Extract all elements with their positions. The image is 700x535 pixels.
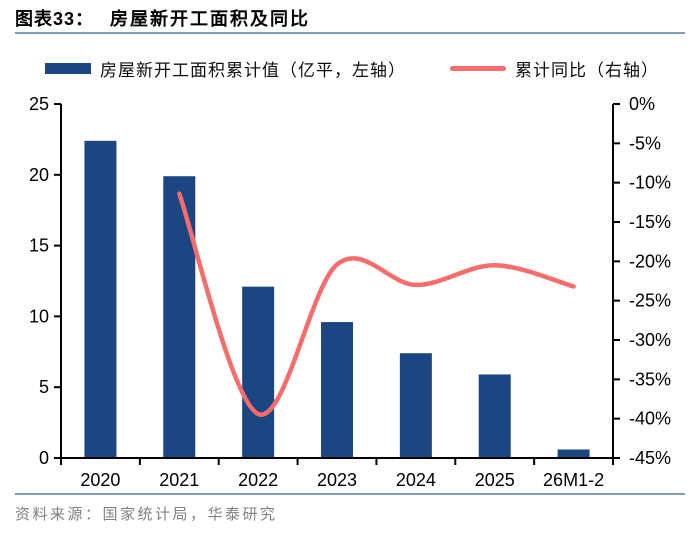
yoy-line — [177, 191, 576, 417]
right-axis-label: 0% — [629, 94, 655, 114]
bar-2023 — [321, 322, 353, 458]
right-axis-label: -10% — [629, 173, 671, 193]
figure-header: 图表33： 房屋新开工面积及同比 — [15, 5, 310, 31]
x-axis-label-2022: 2022 — [238, 470, 278, 490]
footer-divider — [15, 493, 685, 495]
right-axis-label: -5% — [629, 133, 661, 153]
left-axis-label: 5 — [39, 377, 49, 397]
figure-number-label: 图表33： — [15, 9, 95, 29]
x-axis-label-2025: 2025 — [475, 470, 515, 490]
right-axis-label: -25% — [629, 291, 671, 311]
x-axis-label-26M1-2: 26M1-2 — [543, 470, 604, 490]
legend-item-bar-series: 房屋新开工面积累计值（亿平，左轴） — [45, 56, 406, 80]
x-axis-label-2021: 2021 — [159, 470, 199, 490]
axis-frame — [60, 104, 614, 459]
left-axis-label: 20 — [29, 165, 49, 185]
bar-2025 — [478, 374, 511, 458]
bar-2024 — [399, 353, 432, 458]
figure-title: 房屋新开工面积及同比 — [110, 9, 311, 29]
line-series-swatch — [450, 65, 506, 71]
left-axis-label: 15 — [29, 236, 49, 256]
bar-series-swatch — [45, 62, 91, 74]
left-axis-label: 25 — [29, 94, 49, 114]
x-axis-label-2024: 2024 — [396, 470, 436, 490]
bar-2021 — [163, 176, 196, 458]
bar-2022 — [242, 286, 275, 458]
x-axis-label-2023: 2023 — [317, 470, 357, 490]
right-axis-label: -45% — [629, 448, 671, 468]
line-series-legend-label: 累计同比（右轴） — [515, 60, 659, 80]
left-axis-label: 10 — [29, 306, 49, 326]
right-axis-label: -15% — [629, 212, 671, 232]
title-divider — [15, 32, 685, 34]
right-axis-label: -35% — [629, 369, 671, 389]
right-axis-label: -20% — [629, 251, 671, 271]
left-axis-label: 0 — [39, 448, 49, 468]
x-axis-label-2020: 2020 — [80, 470, 120, 490]
chart-legend: 房屋新开工面积累计值（亿平，左轴） 累计同比（右轴） — [0, 56, 700, 80]
right-axis-label: -40% — [629, 409, 671, 429]
source-note: 资料来源：国家统计局，华泰研究 — [15, 506, 278, 523]
bar-series-legend-label: 房屋新开工面积累计值（亿平，左轴） — [100, 60, 406, 80]
bar-2020 — [84, 140, 117, 459]
bar-26M1-2 — [557, 449, 590, 458]
legend-item-line-series: 累计同比（右轴） — [450, 56, 659, 80]
right-axis-label: -30% — [629, 330, 671, 350]
